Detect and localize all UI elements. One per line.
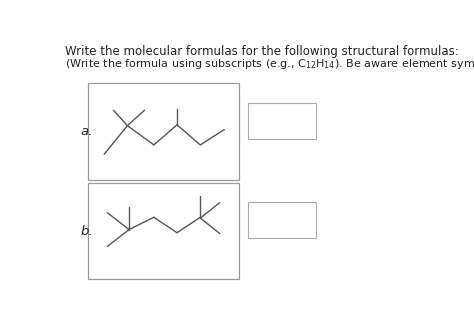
Bar — [88, 183, 239, 279]
Bar — [247, 202, 316, 238]
Text: a.: a. — [80, 125, 92, 137]
Text: (Write the formula using subscripts (e.g., C$_{12}$H$_{14}$). Be aware element s: (Write the formula using subscripts (e.g… — [65, 57, 474, 71]
Bar — [88, 83, 239, 180]
Bar — [247, 102, 316, 139]
Text: b.: b. — [80, 225, 93, 238]
Text: Write the molecular formulas for the following structural formulas:: Write the molecular formulas for the fol… — [65, 45, 459, 58]
